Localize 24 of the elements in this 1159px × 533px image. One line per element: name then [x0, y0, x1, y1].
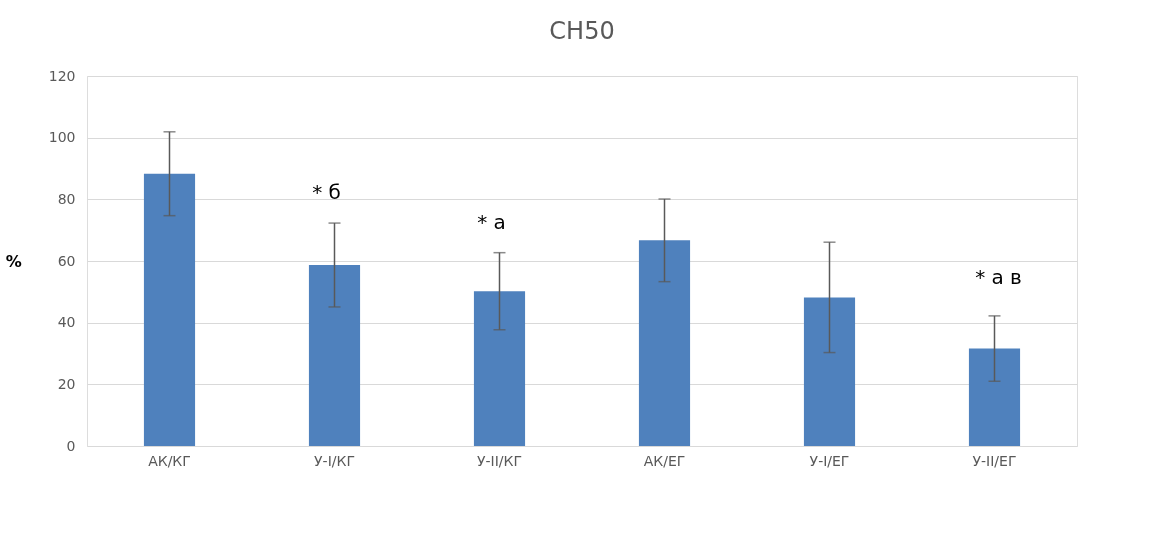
y-tick-label: 80: [57, 190, 76, 207]
x-tick-label: АК/ЕГ: [643, 452, 686, 469]
x-tick-label: У-I/КГ: [314, 452, 355, 469]
y-tick-label: 120: [48, 67, 76, 84]
x-tick-label: АК/КГ: [148, 452, 191, 469]
y-tick-label: 20: [57, 375, 76, 392]
bar: [638, 240, 691, 446]
y-tick-label: 40: [57, 314, 76, 331]
bar: [143, 173, 196, 446]
x-tick-label: У-II/ЕГ: [972, 452, 1017, 469]
x-tick-label: У-II/КГ: [476, 452, 523, 469]
annotation: * б: [312, 180, 341, 205]
y-axis-title: %: [5, 251, 22, 271]
annotation: * а в: [975, 264, 1022, 289]
bar: [308, 265, 361, 446]
bar: [968, 348, 1021, 446]
x-tick-label: У-I/ЕГ: [809, 452, 850, 469]
annotation: * а: [477, 209, 506, 234]
bar: [473, 291, 526, 446]
y-tick-label: 0: [66, 437, 76, 454]
y-tick-label: 60: [57, 252, 76, 269]
bar: [803, 297, 856, 446]
y-tick-label: 100: [48, 129, 76, 146]
chart-title: CH50: [549, 17, 615, 45]
